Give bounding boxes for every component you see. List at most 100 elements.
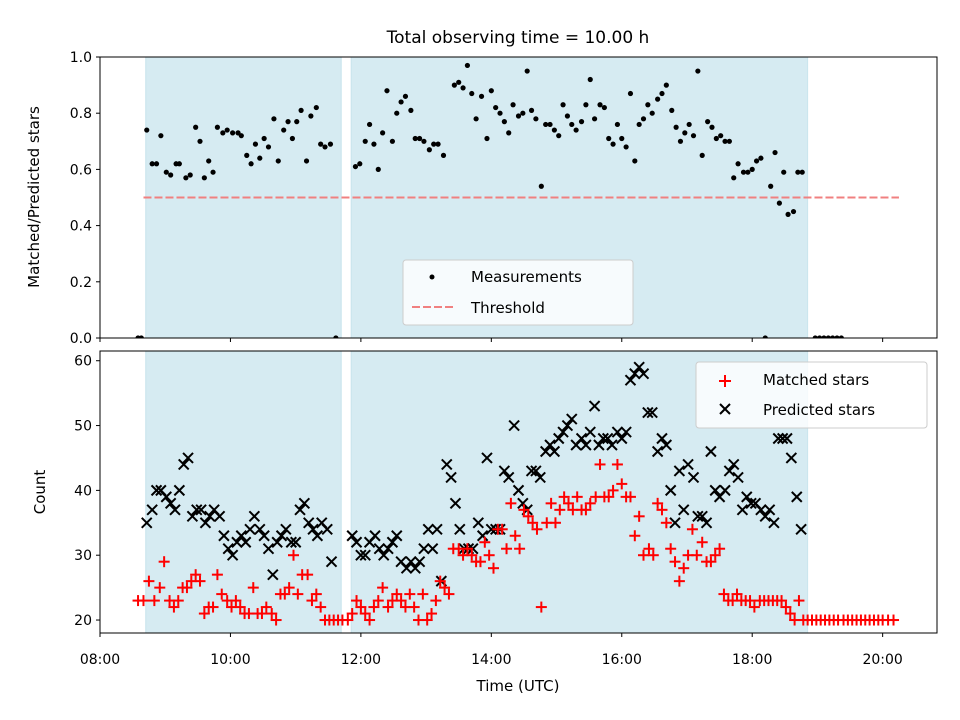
legend-measurements-label: Measurements (471, 268, 582, 286)
matched-star-point (686, 523, 698, 535)
predicted-star-point (719, 484, 731, 497)
measurement-point (682, 130, 688, 136)
top-legend: Measurements Threshold (402, 259, 634, 326)
measurement-point (762, 335, 768, 338)
matched-star-point (230, 595, 242, 607)
measurement-point (583, 102, 589, 108)
predicted-star-point (669, 517, 681, 529)
predicted-star-point (405, 555, 417, 568)
predicted-star-point (472, 517, 484, 529)
measurement-point (830, 335, 836, 338)
bottom-y-tick-label: 30 (74, 548, 92, 564)
matched-star-point (143, 575, 155, 587)
measurement-point (699, 152, 705, 158)
predicted-star-point (763, 504, 776, 516)
predicted-star-point (218, 530, 230, 542)
matched-star-point (391, 588, 403, 600)
predicted-star-point (359, 549, 371, 561)
predicted-star-point (611, 426, 624, 438)
matched-star-point (744, 595, 756, 607)
measurement-point (149, 161, 155, 167)
matched-star-point (181, 582, 193, 594)
predicted-star-point (441, 458, 453, 471)
measurement-point (623, 144, 629, 150)
predicted-star-point (732, 471, 744, 484)
predicted-star-point (776, 432, 789, 445)
matched-star-point (527, 517, 539, 529)
measurement-point (673, 124, 679, 130)
predicted-star-point (601, 432, 614, 445)
measurement-point (587, 76, 593, 83)
top-y-tick-label: 0.6 (70, 162, 92, 178)
measurement-point (366, 121, 373, 128)
predicted-star-point (606, 439, 618, 451)
measurement-point (606, 135, 612, 142)
measurement-point (731, 175, 737, 181)
measurement-point (538, 183, 544, 189)
measurement-point (722, 138, 728, 144)
matched-star-point (421, 614, 433, 626)
predicted-star-point (548, 445, 561, 458)
measurement-point (357, 161, 363, 167)
measurement-point (749, 166, 755, 172)
matched-star-point (483, 549, 495, 561)
top-x-ticks (99, 338, 884, 342)
predicted-star-point (146, 504, 158, 516)
measurement-point (313, 104, 319, 111)
predicted-star-point (781, 432, 793, 445)
predicted-star-point (476, 530, 489, 542)
x-tick-label: 20:00 (862, 652, 902, 668)
measurement-point (758, 155, 764, 161)
matched-star-point (784, 608, 796, 620)
matched-star-point (466, 549, 478, 561)
measurement-point (597, 102, 603, 108)
measurement-point (440, 152, 447, 158)
measurement-point (636, 121, 642, 128)
measurement-point (144, 127, 150, 133)
matched-star-point (364, 614, 376, 626)
measurement-point (601, 104, 607, 111)
measurement-point (768, 183, 774, 189)
matched-star-point (487, 562, 499, 574)
measurement-point (138, 335, 144, 338)
matched-star-point (342, 614, 354, 626)
predicted-star-point (785, 452, 798, 464)
predicted-star-point (164, 497, 177, 510)
measurement-point (327, 141, 334, 147)
matched-star-point (260, 601, 272, 613)
predicted-star-point (400, 562, 413, 574)
legend-matched-label: Matched stars (763, 371, 869, 389)
measurement-point (659, 90, 665, 97)
matched-star-point (426, 608, 438, 620)
matched-star-point (306, 595, 318, 607)
matched-star-point (194, 575, 206, 587)
predicted-star-point (709, 484, 721, 497)
matched-star-point (198, 608, 210, 620)
predicted-star-point (445, 471, 457, 484)
measurement-point (785, 211, 791, 217)
matched-star-point (638, 549, 650, 561)
measurement-point (812, 335, 818, 338)
measurement-point (384, 88, 390, 94)
matched-star-point (731, 588, 743, 600)
predicted-star-point (289, 536, 302, 548)
measurement-point (556, 133, 562, 139)
measurement-point (193, 124, 199, 130)
measurement-point (244, 152, 250, 158)
bottom-shaded-interval (145, 350, 342, 634)
measurement-point (271, 116, 277, 122)
matched-star-point (888, 614, 900, 626)
measurement-point (371, 141, 377, 147)
predicted-star-point (728, 458, 740, 471)
measurement-point (478, 93, 485, 99)
top-measurements (135, 62, 899, 338)
matched-star-point (408, 601, 420, 613)
predicted-star-point (454, 523, 466, 535)
predicted-star-point (449, 497, 462, 510)
measurement-point (261, 135, 267, 142)
matched-star-point (633, 510, 645, 522)
predicted-star-point (382, 543, 394, 555)
top-y-axis: 0.0 0.2 0.4 0.6 0.8 1.0 (70, 50, 100, 347)
top-legend-box (402, 259, 634, 326)
measurement-point (281, 127, 287, 133)
